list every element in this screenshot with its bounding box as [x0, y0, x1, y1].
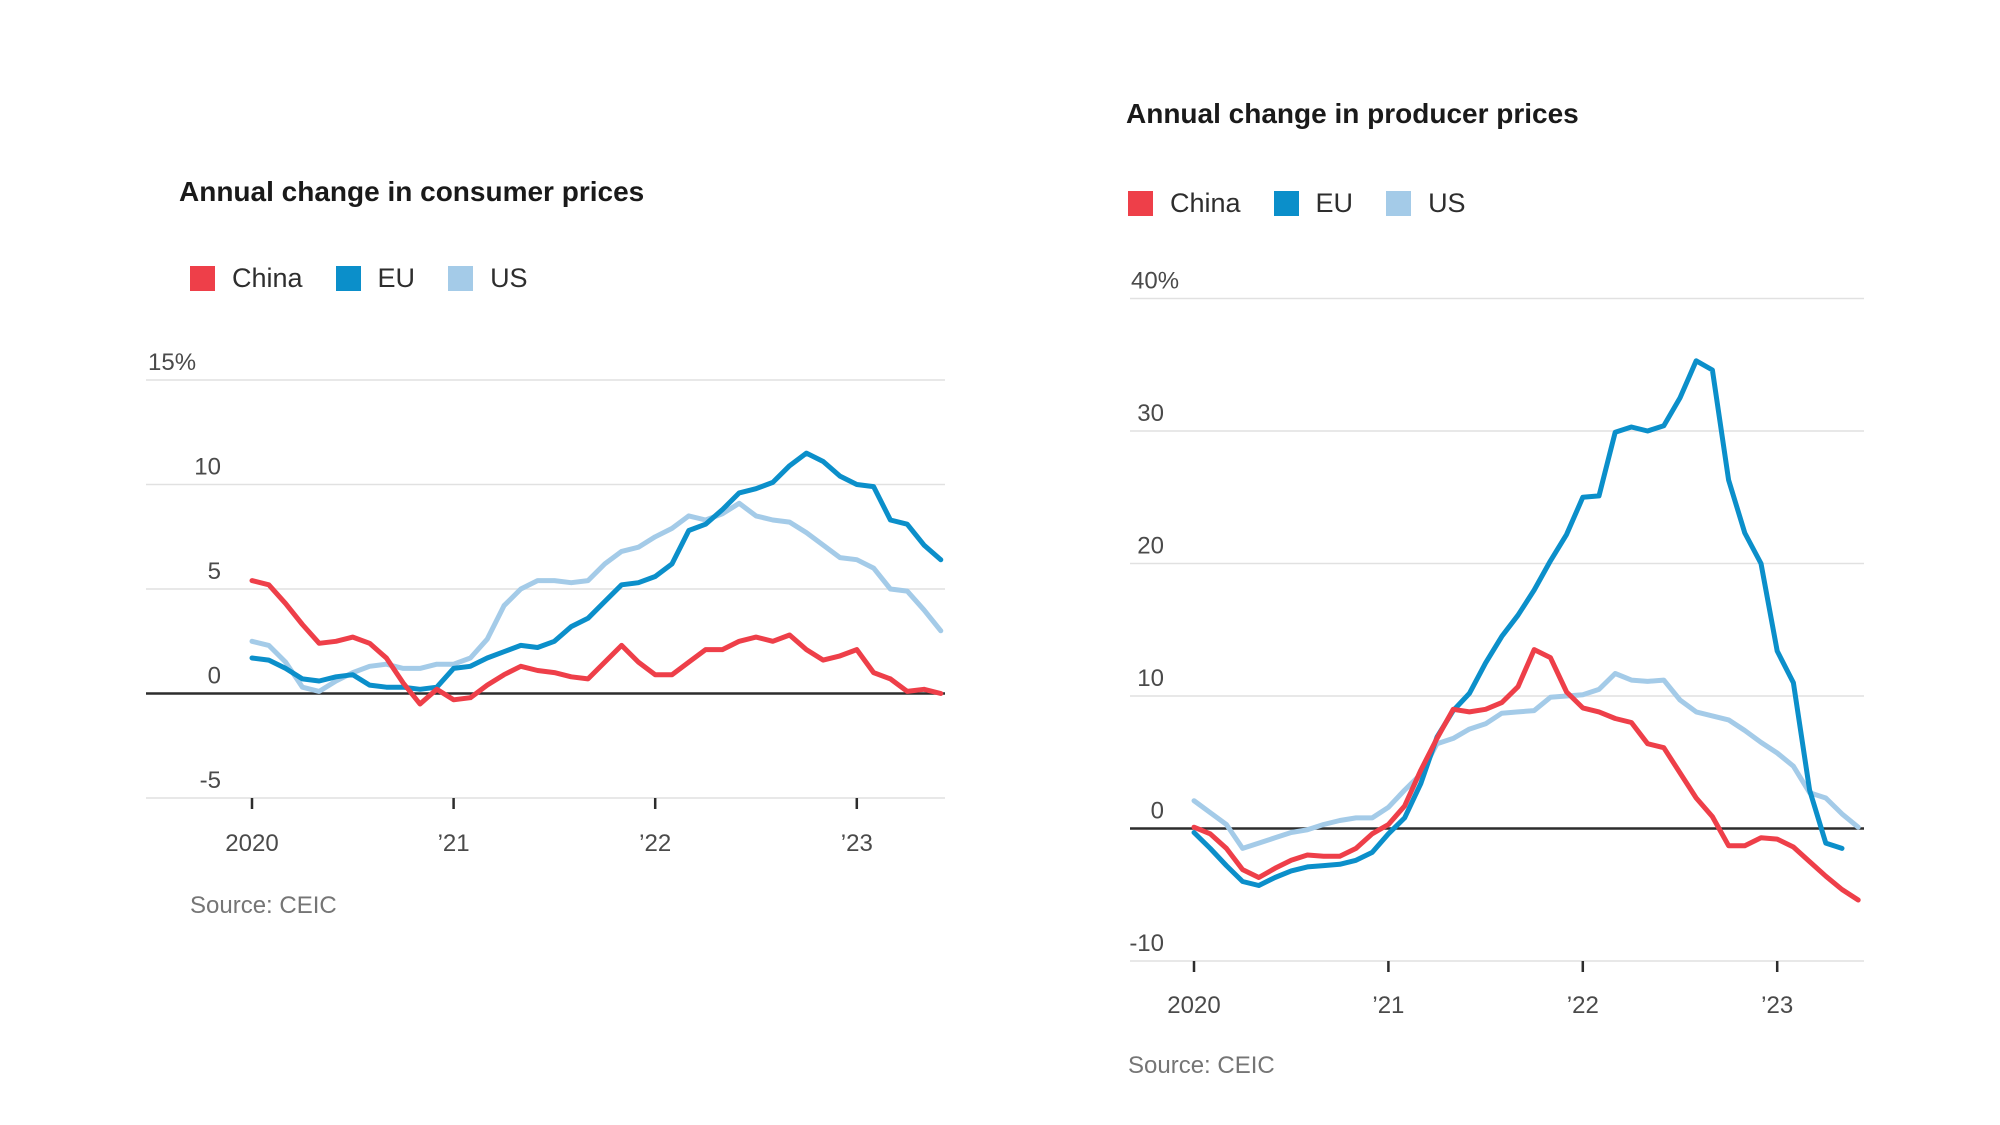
legend-swatch-us	[1386, 191, 1412, 216]
x-tick-label: ’22	[1567, 992, 1599, 1019]
x-tick-label: 2020	[1167, 992, 1220, 1019]
series-line-eu	[1191, 358, 1845, 888]
x-tick-label: ’23	[841, 830, 873, 857]
series-line-us	[249, 500, 944, 694]
legend-label-china: China	[1170, 188, 1241, 218]
y-tick-label: 10	[194, 454, 221, 481]
y-tick-label: -10	[1129, 930, 1164, 957]
legend-swatch-china	[190, 266, 215, 291]
series-line-us	[1191, 671, 1861, 851]
y-tick-label: 10	[1137, 665, 1164, 692]
y-tick-label: 15%	[148, 349, 196, 376]
x-tick-label: ’22	[639, 830, 671, 857]
series-line-china	[249, 578, 944, 707]
y-tick-label: 0	[208, 663, 221, 690]
legend-item-us: US	[448, 265, 528, 292]
legend-swatch-eu	[1273, 191, 1299, 216]
legend-swatch-eu	[335, 266, 361, 291]
legend-label-eu: EU	[1315, 188, 1354, 218]
legend-label-us: US	[490, 263, 528, 293]
legend-label-china: China	[232, 263, 303, 293]
legend-label-us: US	[1428, 188, 1466, 218]
legend-item-china: China	[1128, 190, 1241, 217]
legend-label-eu: EU	[377, 263, 416, 293]
x-tick-label: ’21	[1372, 992, 1404, 1019]
legend-item-us: US	[1386, 190, 1466, 217]
y-tick-label: 30	[1137, 400, 1164, 427]
series-line-china	[1191, 647, 1861, 903]
x-tick-label: ’23	[1761, 992, 1793, 1019]
y-tick-label: 5	[208, 558, 221, 585]
legend-item-china: China	[190, 265, 303, 292]
legend-item-eu: EU	[335, 263, 416, 293]
legend-swatch-us	[448, 266, 474, 291]
legend-swatch-china	[1128, 191, 1153, 216]
legend-consumer-prices: China EU US	[190, 265, 561, 292]
chart-title-consumer-prices: Annual change in consumer prices	[179, 176, 645, 207]
y-tick-label: 40%	[1131, 268, 1179, 295]
legend-producer-prices: China EU US	[1128, 190, 1499, 217]
source-note-producer: Source: CEIC	[1128, 1052, 1275, 1079]
series-line-eu	[249, 450, 944, 692]
legend-item-eu: EU	[1273, 188, 1354, 218]
x-tick-label: 2020	[225, 830, 278, 857]
x-tick-label: ’21	[438, 830, 470, 857]
y-tick-label: 0	[1151, 798, 1164, 825]
y-tick-label: 20	[1137, 533, 1164, 560]
y-tick-label: -5	[200, 767, 221, 794]
chart-title-producer-prices: Annual change in producer prices	[1126, 98, 1579, 129]
source-note-consumer: Source: CEIC	[190, 892, 337, 919]
